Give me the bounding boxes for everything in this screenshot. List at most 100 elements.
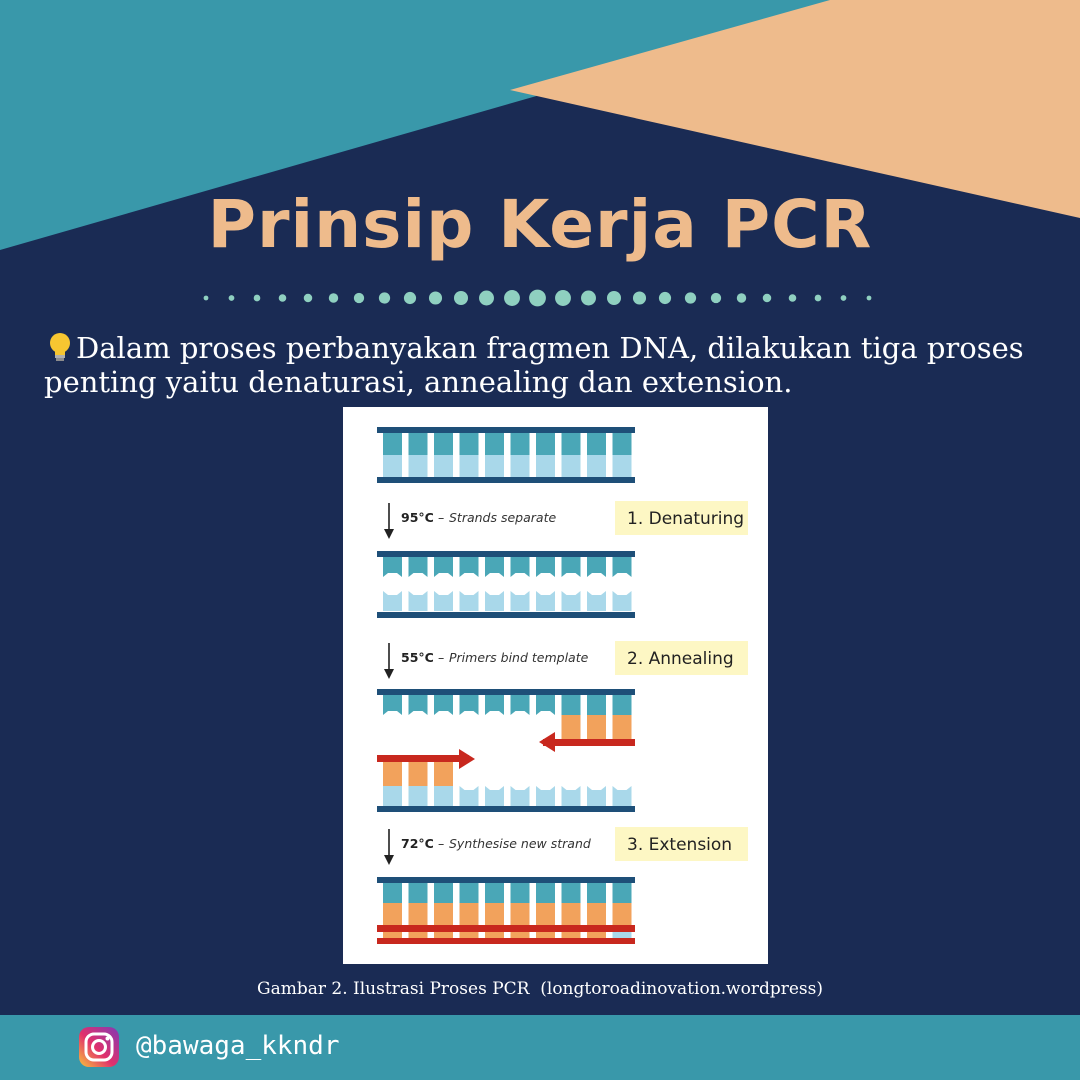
dna-backbone: [377, 427, 635, 433]
dna-base: [536, 455, 555, 477]
dna-base: [536, 903, 555, 925]
divider-dot: [762, 293, 772, 303]
dna-base: [408, 433, 428, 455]
dna-base: [561, 557, 581, 577]
dna-base: [485, 695, 504, 715]
dna-base: [459, 557, 479, 577]
dna-base: [561, 903, 581, 925]
dna-base: [536, 883, 555, 903]
dna-base: [383, 591, 402, 611]
divider-dot: [736, 293, 747, 303]
divider-dot: [581, 290, 596, 306]
dna-base: [485, 591, 504, 611]
step-description: Primers bind template: [449, 650, 589, 665]
dna-base: [485, 557, 504, 577]
primer-arrow: [459, 749, 475, 769]
dna-base: [459, 903, 479, 925]
dna-backbone: [377, 689, 635, 695]
step-dash: –: [438, 510, 444, 525]
step-description: Synthesise new strand: [449, 836, 591, 851]
dna-base: [383, 557, 402, 577]
dna-base: [587, 591, 606, 611]
step-dash: –: [438, 650, 444, 665]
dna-base: [383, 695, 402, 715]
dna-base: [408, 883, 428, 903]
step-label: 1. Denaturing: [627, 509, 744, 529]
figure-caption: Gambar 2. Ilustrasi Proses PCR (longtoro…: [257, 979, 823, 999]
step-label-box: [615, 641, 748, 675]
dna-base: [434, 903, 453, 925]
divider-dot: [504, 290, 520, 306]
dna-base: [587, 433, 606, 455]
dna-base: [510, 786, 530, 806]
dna-base: [612, 455, 632, 477]
dna-base: [434, 932, 453, 938]
dna-base: [434, 695, 453, 715]
dna-base: [485, 786, 504, 806]
divider-dot: [814, 294, 822, 302]
dna-base: [510, 883, 530, 903]
dna-base: [561, 433, 581, 455]
dna-base: [587, 557, 606, 577]
primer-arrow: [539, 732, 555, 752]
dna-backbone: [377, 612, 635, 618]
step-description: Strands separate: [449, 510, 556, 525]
down-arrow-head: [384, 855, 394, 865]
intro-paragraph: Dalam proses perbanyakan fragmen DNA, di…: [44, 330, 1054, 399]
dna-base: [510, 932, 530, 938]
dna-base: [536, 591, 555, 611]
dna-base: [383, 786, 402, 806]
divider-dot: [606, 290, 622, 306]
dna-base: [459, 591, 479, 611]
divider-dot: [278, 294, 287, 302]
divider-dot: [658, 291, 672, 305]
dna-base: [612, 932, 632, 938]
dna-backbone: [377, 551, 635, 557]
intro-text: Dalam proses perbanyakan fragmen DNA, di…: [44, 331, 1024, 399]
divider-dot: [453, 290, 469, 306]
footer-bar: @bawaga_kkndr: [0, 1015, 1080, 1080]
dna-base: [510, 455, 530, 477]
dna-base: [485, 433, 504, 455]
dna-backbone: [377, 877, 635, 883]
dna-base: [587, 883, 606, 903]
divider-dot: [353, 292, 365, 304]
dna-base: [561, 883, 581, 903]
primer-strand: [377, 925, 635, 932]
dna-base: [587, 715, 606, 739]
instagram-handle[interactable]: @bawaga_kkndr: [136, 1031, 340, 1061]
dna-base: [434, 762, 453, 786]
dna-base: [408, 903, 428, 925]
dna-base: [536, 433, 555, 455]
dna-base: [408, 591, 428, 611]
instagram-icon[interactable]: [78, 1026, 120, 1068]
divider-dot: [253, 294, 261, 302]
dna-backbone: [377, 477, 635, 483]
dna-base: [561, 715, 581, 739]
dna-base: [434, 591, 453, 611]
dna-base: [587, 786, 606, 806]
divider-dot: [866, 295, 872, 301]
dna-base: [434, 786, 453, 806]
dna-base: [485, 455, 504, 477]
step-temperature: 95°C: [401, 510, 434, 525]
divider-dot: [203, 295, 209, 301]
step-label-box: [615, 501, 748, 535]
dna-base: [408, 455, 428, 477]
dna-base: [459, 786, 479, 806]
dna-base: [561, 786, 581, 806]
divider-dot: [529, 289, 546, 307]
dna-base: [434, 557, 453, 577]
dna-base: [408, 557, 428, 577]
dna-base: [383, 903, 402, 925]
step-label: 3. Extension: [627, 835, 732, 855]
divider-dot: [710, 292, 722, 304]
divider-dot: [479, 290, 494, 306]
divider-dot: [840, 295, 847, 301]
dna-base: [459, 695, 479, 715]
dna-base: [561, 932, 581, 938]
page-title: Prinsip Kerja PCR: [207, 186, 873, 263]
dna-base: [536, 786, 555, 806]
dna-base: [408, 762, 428, 786]
dna-base: [612, 715, 632, 739]
